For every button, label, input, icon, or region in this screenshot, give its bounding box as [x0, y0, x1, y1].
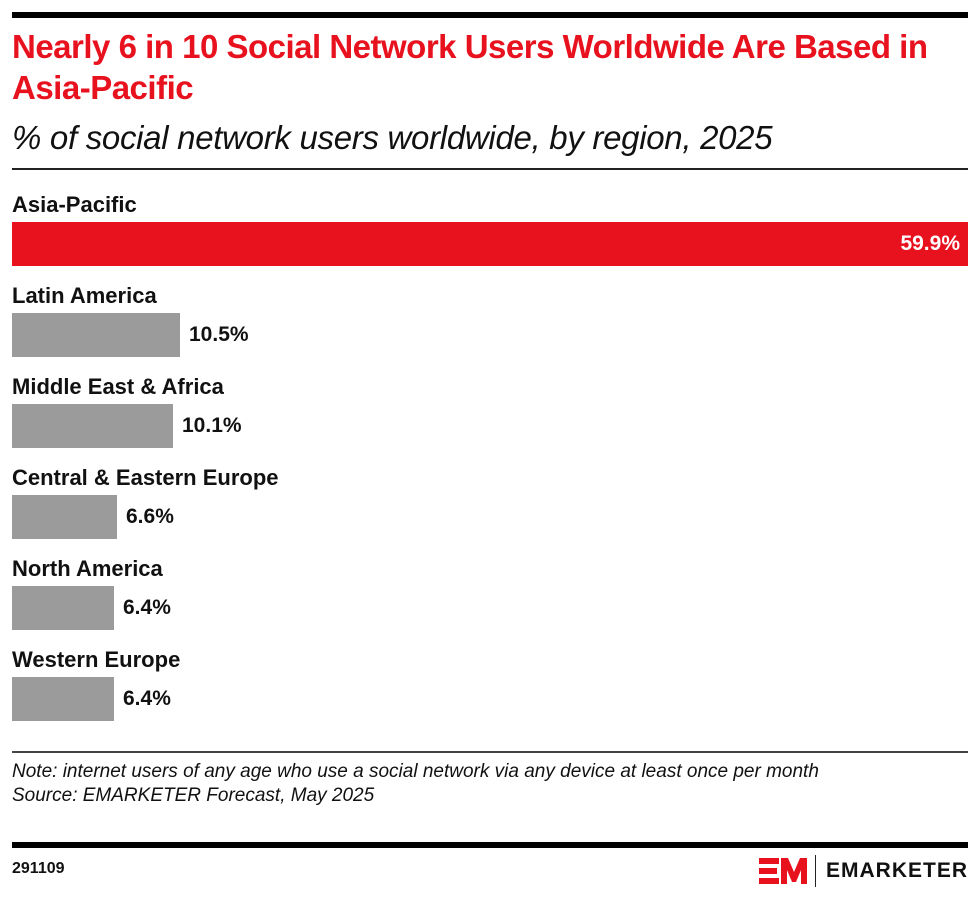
brand-name: EMARKETER	[825, 859, 968, 882]
emarketer-logo: EMARKETER	[758, 855, 968, 887]
value-label: 6.6%	[126, 505, 174, 528]
category-label: Western Europe	[12, 647, 181, 672]
bar-chart: Asia-Pacific 59.9% Latin America 10.5% Middl…	[12, 0, 968, 900]
value-label: 6.4%	[123, 687, 171, 710]
category-label: Asia-Pacific	[12, 192, 137, 217]
logo-separator	[814, 855, 816, 887]
bar-western-europe	[12, 677, 114, 721]
footer-divider	[12, 751, 968, 753]
value-label: 10.1%	[182, 414, 242, 437]
bar-latin-america	[12, 313, 180, 357]
category-label: Latin America	[12, 283, 157, 308]
category-label: Central & Eastern Europe	[12, 465, 279, 490]
chart-id: 291109	[12, 860, 65, 877]
value-label: 59.9%	[900, 232, 960, 255]
source-text: Source: EMARKETER Forecast, May 2025	[12, 785, 375, 806]
top-rule	[12, 12, 968, 18]
category-label: Middle East & Africa	[12, 374, 224, 399]
value-label: 6.4%	[123, 596, 171, 619]
em-logo-icon	[758, 858, 807, 884]
bar-middle-east-africa	[12, 404, 173, 448]
chart-notes: Note: internet users of any age who use …	[12, 760, 968, 808]
header-divider	[12, 168, 968, 170]
category-label: North America	[12, 556, 163, 581]
bar-asia-pacific	[12, 222, 968, 266]
bottom-rule	[12, 842, 968, 848]
value-label: 10.5%	[189, 323, 249, 346]
chart-title: Nearly 6 in 10 Social Network Users Worl…	[12, 28, 928, 106]
bar-central-eastern-europe	[12, 495, 117, 539]
bar-north-america	[12, 586, 114, 630]
note-text: Note: internet users of any age who use …	[12, 761, 819, 782]
chart-subtitle: % of social network users worldwide, by …	[12, 119, 773, 156]
